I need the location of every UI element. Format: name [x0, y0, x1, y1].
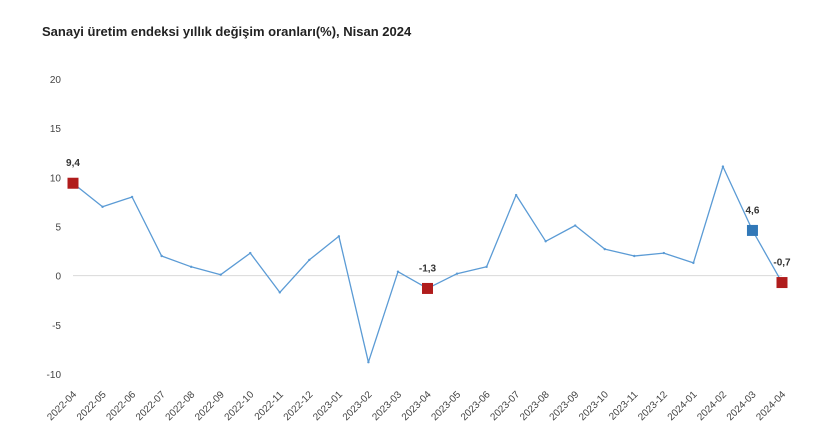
x-tick-label: 2023-02	[341, 389, 375, 423]
highlight-markers	[67, 177, 788, 294]
highlight-marker	[746, 224, 758, 236]
data-point	[160, 254, 163, 258]
data-point	[455, 272, 459, 275]
highlight-marker	[422, 282, 433, 294]
highlight-marker	[67, 177, 79, 189]
x-tick-label: 2023-06	[459, 389, 493, 423]
data-point	[514, 193, 518, 197]
x-tick-label: 2022-06	[104, 389, 138, 423]
y-tick-label: 0	[55, 272, 61, 283]
x-tick-label: 2022-05	[75, 389, 109, 423]
data-point	[367, 361, 370, 364]
data-point	[544, 240, 547, 243]
data-point	[692, 261, 695, 265]
data-point	[337, 235, 341, 238]
data-point	[219, 273, 222, 276]
y-tick-label: 15	[50, 124, 62, 135]
x-tick-label: 2023-10	[577, 389, 611, 423]
x-tick-label: 2023-04	[400, 389, 434, 423]
x-tick-label: 2023-01	[311, 389, 345, 423]
data-point	[249, 251, 252, 255]
data-point	[278, 291, 281, 294]
x-tick-label: 2022-07	[134, 389, 168, 423]
x-tick-label: 2023-09	[548, 389, 582, 423]
y-tick-label: 5	[55, 223, 61, 234]
x-tick-label: 2023-07	[489, 389, 523, 423]
data-point	[485, 265, 488, 269]
data-point	[662, 251, 666, 255]
x-tick-label: 2024-02	[695, 389, 729, 423]
x-tick-label: 2023-12	[636, 389, 670, 423]
x-tick-label: 2022-08	[164, 389, 198, 423]
highlight-marker	[776, 277, 788, 289]
x-tick-label: 2022-11	[253, 389, 287, 423]
data-labels: 9,4 -1,3 4,6 -0,7	[66, 158, 791, 274]
data-point	[308, 258, 311, 262]
chart-title: Sanayi üretim endeksi yıllık değişim ora…	[42, 24, 412, 39]
x-tick-label: 2022-09	[193, 389, 227, 423]
data-point	[603, 247, 606, 251]
x-tick-label: 2022-12	[282, 389, 316, 423]
data-point	[721, 165, 725, 168]
data-label: -0,7	[773, 258, 791, 269]
x-tick-label: 2024-01	[666, 389, 700, 423]
x-tick-label: 2022-10	[223, 389, 257, 423]
data-point	[130, 195, 134, 199]
data-label: 9,4	[66, 158, 80, 169]
y-tick-label: -5	[52, 321, 61, 332]
data-label: -1,3	[419, 263, 437, 274]
data-point	[633, 254, 636, 258]
data-point	[396, 270, 400, 273]
x-tick-label: 2023-03	[370, 389, 404, 423]
x-tick-label: 2022-04	[45, 389, 79, 423]
y-tick-label: 10	[50, 173, 62, 184]
y-axis-ticks: -10 -5 0 5 10 15 20	[47, 75, 62, 381]
y-tick-label: 20	[50, 75, 62, 86]
x-tick-label: 2023-05	[429, 389, 463, 423]
data-point	[574, 224, 577, 227]
data-point	[189, 265, 193, 269]
data-label: 4,6	[746, 205, 760, 216]
x-tick-label: 2023-08	[518, 389, 552, 423]
x-tick-label: 2024-04	[754, 389, 788, 423]
data-point	[101, 205, 104, 209]
x-axis-ticks: 2022-042022-052022-062022-072022-082022-…	[45, 389, 788, 423]
x-tick-label: 2023-11	[607, 389, 641, 423]
y-tick-label: -10	[47, 370, 62, 381]
x-tick-label: 2024-03	[725, 389, 759, 423]
